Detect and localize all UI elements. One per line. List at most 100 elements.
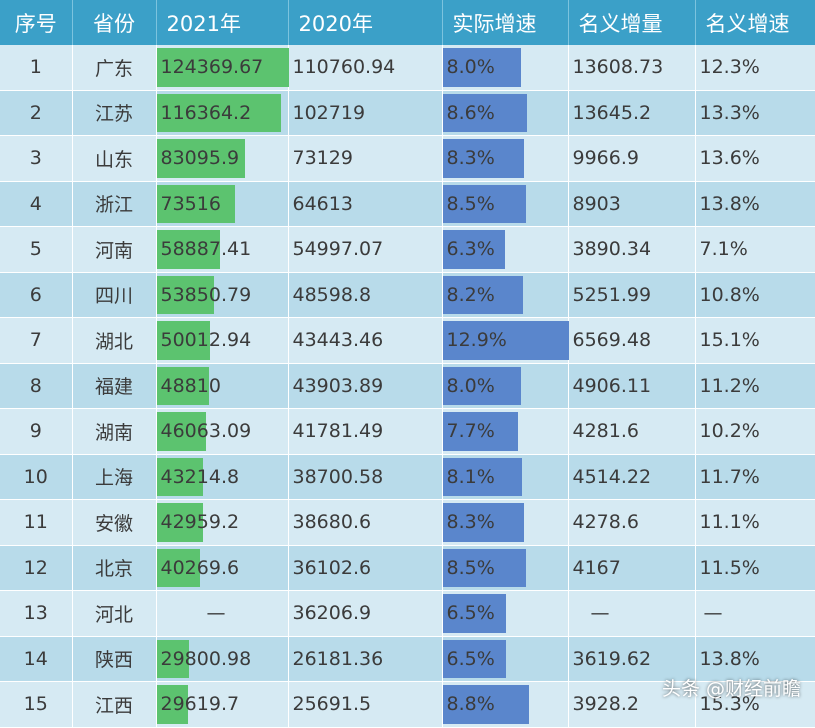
table-row: 9 湖南 46063.09 41781.49 7.7% 4281.6 10.2% bbox=[0, 408, 815, 455]
row-2020-value: 38700.58 bbox=[288, 454, 443, 500]
row-index: 11 bbox=[0, 499, 73, 546]
real-growth-label: 8.1% bbox=[446, 465, 495, 488]
row-index: 7 bbox=[0, 317, 73, 364]
table-row: 7 湖北 50012.94 43443.46 12.9% 6569.48 15.1% bbox=[0, 317, 815, 364]
row-nominal-increase: 6569.48 bbox=[568, 317, 696, 364]
row-2020-value: 41781.49 bbox=[288, 408, 443, 455]
row-2020-value: 36206.9 bbox=[288, 590, 443, 637]
gdp-2021-label: 46063.09 bbox=[160, 420, 252, 443]
row-index: 3 bbox=[0, 135, 73, 182]
real-growth-label: 12.9% bbox=[446, 329, 507, 352]
row-province: 北京 bbox=[72, 545, 157, 591]
row-real-growth: 12.9% bbox=[442, 317, 569, 364]
gdp-2021-label: — bbox=[206, 602, 226, 625]
row-nominal-growth: 13.8% bbox=[695, 181, 815, 227]
gdp-2021-bar bbox=[156, 230, 220, 269]
row-real-growth: 6.5% bbox=[442, 590, 569, 637]
row-province: 湖北 bbox=[72, 317, 157, 364]
gdp-2021-label: 48810 bbox=[160, 374, 221, 397]
row-2020-value: 43443.46 bbox=[288, 317, 443, 364]
real-growth-label: 8.3% bbox=[446, 147, 495, 170]
real-growth-bar bbox=[442, 594, 506, 633]
table-row: 6 四川 53850.79 48598.8 8.2% 5251.99 10.8% bbox=[0, 272, 815, 318]
gdp-2021-bar bbox=[156, 639, 189, 678]
table-row: 4 浙江 73516 64613 8.5% 8903 13.8% bbox=[0, 181, 815, 227]
row-nominal-increase: — bbox=[568, 590, 696, 637]
row-nominal-growth: 13.6% bbox=[695, 135, 815, 182]
table-row: 8 福建 48810 43903.89 8.0% 4906.11 11.2% bbox=[0, 363, 815, 409]
row-real-growth: 8.0% bbox=[442, 45, 569, 91]
row-real-growth: 8.5% bbox=[442, 545, 569, 591]
gdp-2021-bar bbox=[156, 321, 210, 360]
real-growth-label: 6.3% bbox=[446, 238, 495, 261]
table-row: 14 陕西 29800.98 26181.36 6.5% 3619.62 13.8% bbox=[0, 636, 815, 682]
row-2021-value: 43214.8 bbox=[156, 454, 289, 500]
gdp-2021-label: 43214.8 bbox=[160, 465, 240, 488]
real-growth-bar bbox=[442, 548, 526, 587]
row-nominal-growth: 11.2% bbox=[695, 363, 815, 409]
real-growth-label: 8.5% bbox=[446, 556, 495, 579]
row-nominal-growth: 13.3% bbox=[695, 90, 815, 136]
row-2020-value: 26181.36 bbox=[288, 636, 443, 682]
real-growth-bar bbox=[442, 503, 524, 542]
real-growth-label: 6.5% bbox=[446, 647, 495, 670]
row-index: 12 bbox=[0, 545, 73, 591]
row-nominal-increase: 9966.9 bbox=[568, 135, 696, 182]
row-index: 6 bbox=[0, 272, 73, 318]
header-province: 省份 bbox=[72, 0, 157, 45]
row-2021-value: 40269.6 bbox=[156, 545, 289, 591]
row-real-growth: 8.0% bbox=[442, 363, 569, 409]
row-real-growth: 8.5% bbox=[442, 181, 569, 227]
row-index: 15 bbox=[0, 681, 73, 728]
real-growth-label: 8.0% bbox=[446, 56, 495, 79]
real-growth-label: 8.2% bbox=[446, 283, 495, 306]
row-2021-value: 116364.2 bbox=[156, 90, 289, 136]
row-2020-value: 25691.5 bbox=[288, 681, 443, 728]
real-growth-bar bbox=[442, 457, 522, 496]
row-province: 江西 bbox=[72, 681, 157, 728]
gdp-2021-label: 73516 bbox=[160, 192, 221, 215]
row-2020-value: 73129 bbox=[288, 135, 443, 182]
row-nominal-increase: 5251.99 bbox=[568, 272, 696, 318]
row-nominal-increase: 4906.11 bbox=[568, 363, 696, 409]
gdp-2021-label: 124369.67 bbox=[160, 56, 264, 79]
gdp-2021-bar bbox=[156, 366, 209, 405]
row-2020-value: 38680.6 bbox=[288, 499, 443, 546]
row-index: 1 bbox=[0, 45, 73, 91]
real-growth-label: 6.5% bbox=[446, 602, 495, 625]
row-2021-value: 29800.98 bbox=[156, 636, 289, 682]
gdp-2021-bar bbox=[156, 457, 203, 496]
row-real-growth: 8.3% bbox=[442, 499, 569, 546]
row-2021-value: — bbox=[156, 590, 289, 637]
header-nominal-increase: 名义增量 bbox=[568, 0, 696, 45]
real-growth-bar bbox=[442, 366, 521, 405]
source-credit: 头条 @财经前瞻 bbox=[661, 678, 801, 700]
row-2021-value: 58887.41 bbox=[156, 226, 289, 273]
real-growth-bar bbox=[442, 321, 569, 360]
row-2020-value: 36102.6 bbox=[288, 545, 443, 591]
row-index: 10 bbox=[0, 454, 73, 500]
row-nominal-increase: 3619.62 bbox=[568, 636, 696, 682]
real-growth-bar bbox=[442, 412, 518, 451]
row-nominal-increase: 4281.6 bbox=[568, 408, 696, 455]
row-2021-value: 50012.94 bbox=[156, 317, 289, 364]
row-nominal-growth: 10.2% bbox=[695, 408, 815, 455]
header-real-growth: 实际增速 bbox=[442, 0, 569, 45]
row-index: 8 bbox=[0, 363, 73, 409]
table-row: 10 上海 43214.8 38700.58 8.1% 4514.22 11.7% bbox=[0, 454, 815, 500]
row-2020-value: 64613 bbox=[288, 181, 443, 227]
gdp-2021-label: 58887.41 bbox=[160, 238, 252, 261]
header-index: 序号 bbox=[0, 0, 73, 45]
row-2020-value: 54997.07 bbox=[288, 226, 443, 273]
real-growth-label: 8.8% bbox=[446, 693, 495, 716]
row-nominal-growth: 11.5% bbox=[695, 545, 815, 591]
gdp-2021-label: 29800.98 bbox=[160, 647, 252, 670]
row-province: 安徽 bbox=[72, 499, 157, 546]
gdp-2021-label: 50012.94 bbox=[160, 329, 252, 352]
row-province: 陕西 bbox=[72, 636, 157, 682]
row-nominal-growth: 11.1% bbox=[695, 499, 815, 546]
row-province: 河北 bbox=[72, 590, 157, 637]
gdp-2021-bar bbox=[156, 275, 214, 314]
gdp-2021-label: 83095.9 bbox=[160, 147, 240, 170]
gdp-2021-label: 40269.6 bbox=[160, 556, 240, 579]
